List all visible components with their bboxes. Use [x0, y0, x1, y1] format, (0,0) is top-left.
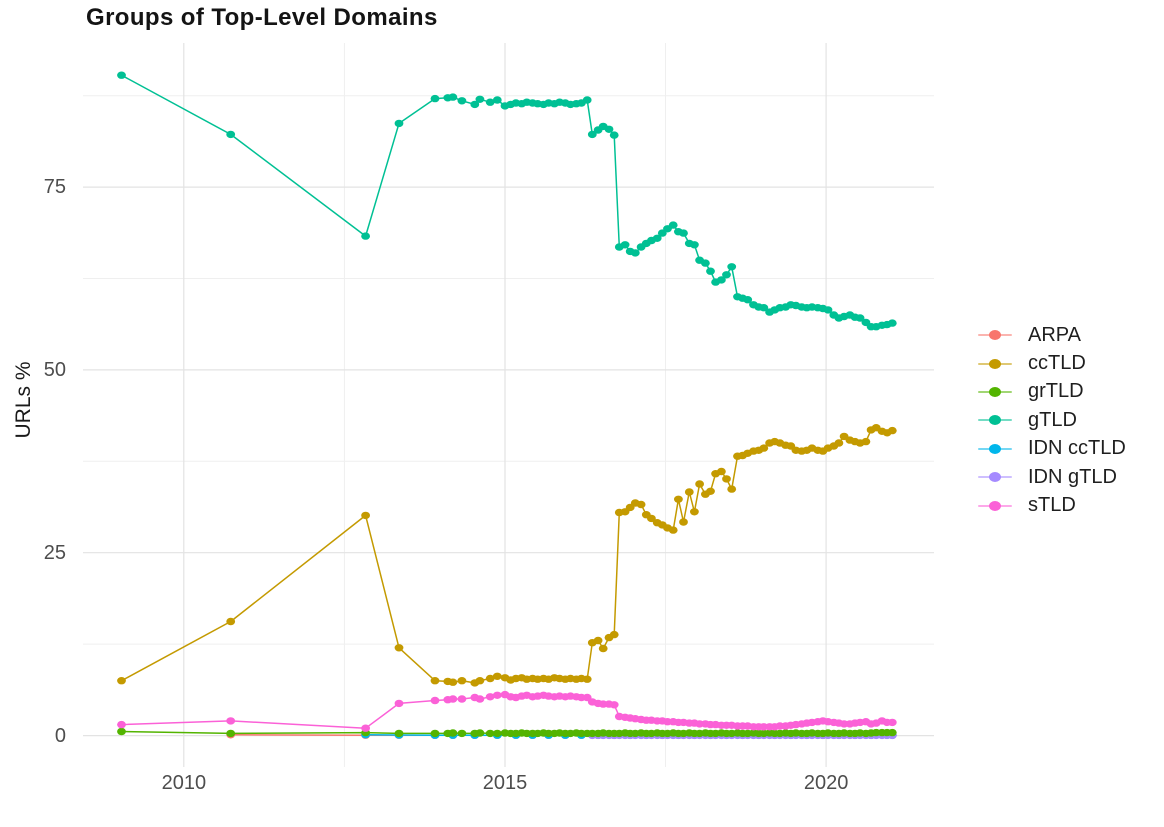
legend-marker-icon [978, 499, 1012, 513]
x-tick-label-2010: 2010 [161, 772, 207, 794]
x-tick-label-2015: 2015 [482, 772, 528, 794]
legend-label: gTLD [1028, 408, 1077, 431]
y-tick-label-25: 25 [43, 541, 66, 564]
legend-label: grTLD [1028, 380, 1084, 403]
y-tick-label-0: 0 [54, 724, 66, 747]
legend-marker-icon [978, 413, 1012, 427]
chart-title: Groups of Top-Level Domains [86, 4, 438, 31]
legend-label: ARPA [1028, 323, 1081, 346]
legend-marker-icon [978, 442, 1012, 456]
y-tick-label-75: 75 [43, 176, 66, 199]
legend-label: ccTLD [1028, 352, 1086, 375]
y-tick-label-50: 50 [43, 358, 66, 381]
legend: ARPA ccTLD grTLD gTLD IDN ccTLD IDN gTLD… [978, 321, 1126, 520]
legend-marker-icon [978, 470, 1012, 484]
legend-label: IDN ccTLD [1028, 437, 1126, 460]
legend-item-stld: sTLD [978, 491, 1126, 519]
legend-marker-icon [978, 385, 1012, 399]
x-tick-label-2020: 2020 [803, 772, 849, 794]
legend-label: IDN gTLD [1028, 465, 1117, 488]
legend-label: sTLD [1028, 494, 1076, 517]
legend-item-cctld: ccTLD [978, 349, 1126, 377]
legend-item-grtld: grTLD [978, 378, 1126, 406]
legend-item-arpa: ARPA [978, 321, 1126, 349]
legend-item-gtld: gTLD [978, 406, 1126, 434]
legend-item-idn-gtld: IDN gTLD [978, 463, 1126, 491]
legend-marker-icon [978, 328, 1012, 342]
legend-marker-icon [978, 357, 1012, 371]
legend-item-idn-cctld: IDN ccTLD [978, 435, 1126, 463]
